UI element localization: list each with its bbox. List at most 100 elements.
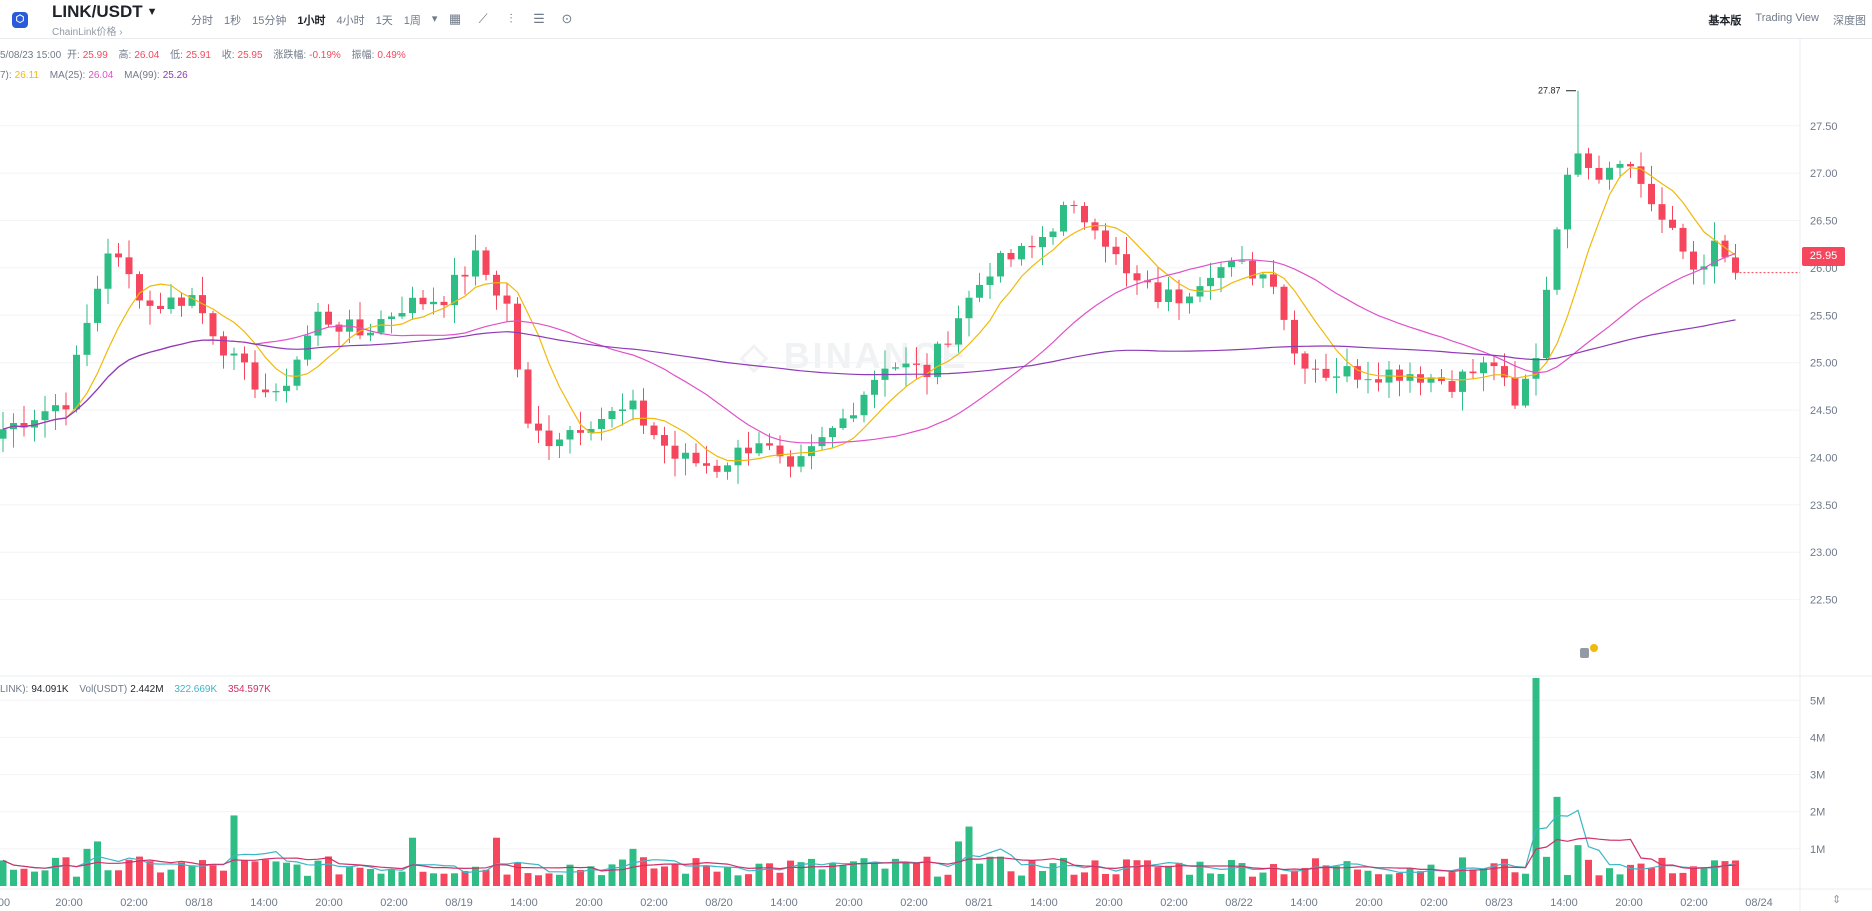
- candle-body: [482, 250, 490, 275]
- candle-body: [451, 274, 458, 306]
- volume-bar: [272, 861, 280, 886]
- candle-body: [314, 311, 322, 336]
- volume-bar: [514, 862, 521, 886]
- ma25-line: [2, 252, 1736, 444]
- candle-body: [62, 405, 70, 410]
- max-price-label: 27.87: [1538, 86, 1561, 96]
- interval-tab[interactable]: 4小时: [336, 15, 365, 27]
- axis-settings-icon[interactable]: ⇕: [1832, 894, 1842, 906]
- candle-body: [493, 274, 500, 296]
- candle-body: [629, 400, 637, 410]
- indicator-icon[interactable]: ⫶: [509, 11, 513, 26]
- candle-body: [461, 274, 469, 277]
- time-tick-label: 20:00: [575, 897, 603, 909]
- candle-body: [335, 324, 343, 332]
- settings-icon[interactable]: ☰: [533, 11, 545, 26]
- volume-bar: [1595, 875, 1603, 886]
- candle-body: [818, 437, 826, 447]
- candle-body: [986, 276, 994, 285]
- amp-value: 0.49%: [377, 50, 406, 61]
- time-tick-label: 00: [0, 897, 10, 909]
- time-tick-label: 08/24: [1745, 897, 1773, 909]
- volume-bar: [94, 841, 101, 886]
- volume-bar: [871, 861, 878, 886]
- ma7-line: [2, 167, 1736, 462]
- time-tick-label: 20:00: [1095, 897, 1123, 909]
- volume-bar: [703, 865, 710, 886]
- candle-body: [923, 364, 931, 378]
- candle-body: [1690, 251, 1697, 270]
- volume-bar: [367, 868, 374, 886]
- volume-bar: [755, 863, 763, 886]
- candle-body: [1070, 204, 1078, 206]
- volume-bar: [1133, 860, 1141, 886]
- volume-bar: [178, 862, 185, 886]
- volume-bar: [1049, 863, 1057, 886]
- pair-name: LINK/USDT: [52, 2, 143, 21]
- volume-bar: [115, 870, 122, 886]
- volume-bar: [1417, 871, 1424, 886]
- volume-bar: [944, 874, 952, 886]
- view-basic[interactable]: 基本版: [1708, 15, 1742, 27]
- candle-body: [209, 313, 217, 337]
- interval-tab[interactable]: 分时: [191, 15, 213, 27]
- volume-bar: [398, 871, 406, 886]
- volume-bar: [619, 859, 626, 886]
- candle-body: [1396, 369, 1403, 381]
- calendar-icon[interactable]: ▦: [448, 11, 462, 26]
- volume-bar: [1700, 868, 1708, 886]
- high-label: 高:: [118, 50, 132, 61]
- candle-body: [1469, 371, 1477, 374]
- candle-body: [136, 274, 143, 301]
- candle-body: [944, 343, 952, 345]
- volume-bar: [1354, 869, 1361, 886]
- volume-bar: [1364, 870, 1372, 886]
- candle-body: [367, 332, 374, 336]
- candle-body: [1438, 377, 1445, 382]
- volume-bar: [713, 871, 721, 886]
- candle-body: [1648, 183, 1655, 205]
- last-price-tag: 25.95: [1802, 247, 1845, 266]
- volume-bar: [230, 815, 238, 886]
- volume-bar: [650, 868, 658, 886]
- volume-bar: [850, 861, 857, 886]
- candle-body: [661, 435, 668, 446]
- more-intervals-chevron-icon[interactable]: ▾: [431, 13, 438, 25]
- candle-body: [1574, 153, 1582, 175]
- candle-body: [787, 456, 794, 467]
- interval-tab[interactable]: 15分钟: [252, 15, 287, 27]
- candlestick-chart[interactable]: 27.5027.0026.5026.0025.5025.0024.5024.00…: [0, 38, 1872, 911]
- volume-bar: [1322, 865, 1330, 886]
- pair-selector[interactable]: LINK/USDT ▼: [52, 2, 158, 22]
- volume-bar: [829, 863, 836, 886]
- candle-body: [1532, 358, 1540, 379]
- time-tick-label: 02:00: [1420, 897, 1448, 909]
- volume-bar: [1175, 862, 1183, 886]
- time-tick-label: 02:00: [900, 897, 928, 909]
- candle-body: [283, 385, 290, 392]
- volume-bar: [934, 876, 941, 886]
- volume-bar: [136, 856, 143, 886]
- interval-tab[interactable]: 1天: [375, 15, 393, 27]
- candle-body: [1123, 254, 1130, 274]
- volume-bar: [325, 856, 332, 886]
- candle-body: [1543, 289, 1550, 359]
- volume-bar: [1102, 873, 1109, 886]
- candle-body: [1049, 231, 1057, 237]
- view-depth[interactable]: 深度图: [1833, 15, 1866, 27]
- ma25-value: 26.04: [88, 70, 114, 81]
- refresh-icon[interactable]: ⊙: [561, 11, 573, 26]
- candle-body: [167, 297, 175, 309]
- view-tradingview[interactable]: Trading View: [1755, 12, 1819, 24]
- interval-tab-active[interactable]: 1小时: [297, 15, 326, 27]
- line-chart-icon[interactable]: ⟋: [478, 11, 488, 26]
- interval-tab[interactable]: 1秒: [224, 15, 242, 27]
- candle-body: [1627, 164, 1634, 167]
- ma99-line: [2, 319, 1736, 430]
- candle-body: [734, 447, 742, 466]
- interval-tab[interactable]: 1周: [403, 15, 421, 27]
- candle-body: [1165, 289, 1172, 302]
- candle-body: [83, 322, 91, 355]
- time-tick-label: 14:00: [770, 897, 798, 909]
- candle-body: [1238, 260, 1246, 262]
